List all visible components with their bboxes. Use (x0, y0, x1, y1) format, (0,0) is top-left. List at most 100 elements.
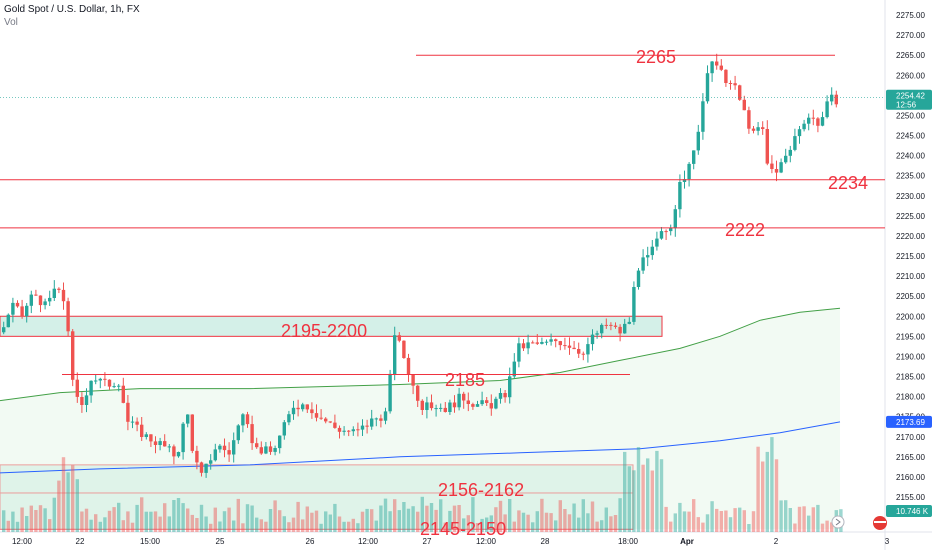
candle-body (411, 374, 415, 386)
volume-bar (710, 501, 714, 532)
volume-bar (498, 500, 503, 532)
volume-bar (448, 510, 452, 532)
volume-bar (531, 522, 535, 532)
volume-bar (452, 505, 457, 532)
volume-bar (190, 514, 194, 532)
annotation-2195-2200[interactable]: 2195-2200 (281, 321, 367, 341)
volume-bar (761, 461, 765, 532)
candle-body (623, 323, 627, 334)
current-price-badge (886, 89, 932, 110)
volume-bar (425, 505, 429, 532)
volume-bar (167, 516, 171, 532)
candle-body (554, 339, 558, 342)
candle-body (204, 463, 208, 473)
candle-body (379, 418, 383, 421)
price-tick-label: 2220.00 (896, 232, 925, 241)
candle-body (181, 423, 185, 453)
annotation-2145-2150[interactable]: 2145-2150 (420, 519, 506, 539)
candle-body (595, 333, 599, 335)
candle-body (310, 409, 314, 414)
annotation-2234[interactable]: 2234 (828, 173, 868, 193)
candle-body (84, 395, 89, 405)
volume-bar (379, 505, 383, 532)
candle-body (383, 411, 388, 421)
volume-bar (411, 506, 415, 532)
volume-bar (324, 511, 328, 532)
candle-body (425, 402, 429, 410)
volume-bar (98, 521, 102, 532)
annotation-2265[interactable]: 2265 (636, 47, 676, 67)
candle-body (351, 429, 355, 432)
volume-bar (765, 451, 769, 532)
volume-bar (747, 524, 751, 532)
candle-body (236, 425, 240, 441)
volume-bar (264, 521, 268, 532)
candle-body (526, 342, 530, 349)
volume-bar (609, 516, 613, 532)
candle-body (613, 325, 618, 327)
volume-bar (301, 519, 305, 532)
volume-bar (420, 496, 424, 532)
symbol-title[interactable]: Gold Spot / U.S. Dollar, 1h, FX (4, 4, 140, 15)
volume-bar (807, 515, 811, 532)
candle-body (75, 379, 79, 397)
time-tick-label: 2 (774, 537, 779, 546)
annotation-2222[interactable]: 2222 (725, 220, 765, 240)
candle-body (724, 69, 728, 83)
candle-body (2, 327, 6, 333)
candle-body (172, 446, 176, 457)
candle-body (406, 357, 411, 374)
volume-bar (255, 517, 259, 532)
volume-bar (581, 499, 585, 532)
volume-bar (779, 500, 783, 532)
volume-bar (540, 498, 544, 532)
candle-body (397, 335, 401, 341)
candle-body (287, 414, 291, 423)
candle-body (273, 448, 277, 452)
volume-bar (57, 480, 61, 532)
volume-bar (195, 518, 199, 532)
candle-body (213, 449, 217, 461)
annotation-2185[interactable]: 2185 (445, 370, 485, 390)
volume-bar (328, 514, 332, 532)
candle-body (489, 403, 493, 409)
volume-indicator-label[interactable]: Vol (4, 17, 18, 28)
volume-bar (733, 508, 737, 532)
current-price-value: 2254.42 (896, 92, 925, 101)
annotation-2156-2162[interactable]: 2156-2162 (438, 480, 524, 500)
volume-bar (544, 512, 549, 532)
volume-bar (278, 510, 282, 532)
price-tick-label: 2200.00 (896, 312, 925, 321)
time-tick-label: 18:00 (618, 537, 639, 546)
price-tick-label: 2240.00 (896, 152, 925, 161)
volume-bar (521, 512, 526, 532)
candle-body (6, 314, 10, 328)
volume-bar (287, 522, 291, 532)
volume-bar (75, 479, 79, 532)
volume-bar (682, 511, 687, 532)
zone-2195-2200 (0, 315, 663, 337)
candle-body (531, 342, 535, 344)
volume-bar (480, 518, 484, 532)
volume-bar (107, 510, 112, 532)
candle-body (52, 288, 56, 298)
volume-bar (140, 497, 144, 532)
volume-bar (38, 505, 43, 532)
candle-body (209, 460, 213, 464)
candle-body (268, 446, 273, 452)
candle-body (747, 110, 751, 129)
candle-body (494, 398, 498, 409)
countdown-timer: 12:56 (896, 101, 917, 110)
candle-body (705, 73, 710, 102)
volume-bar (370, 509, 374, 532)
volume-bar (830, 522, 834, 532)
candle-body (498, 393, 503, 399)
candle-body (149, 434, 153, 442)
candle-body (535, 342, 539, 344)
price-tick-label: 2210.00 (896, 272, 925, 281)
volume-bar (563, 509, 567, 532)
candle-body (107, 379, 112, 387)
candle-body (402, 340, 406, 358)
alert-icon[interactable] (831, 515, 845, 529)
